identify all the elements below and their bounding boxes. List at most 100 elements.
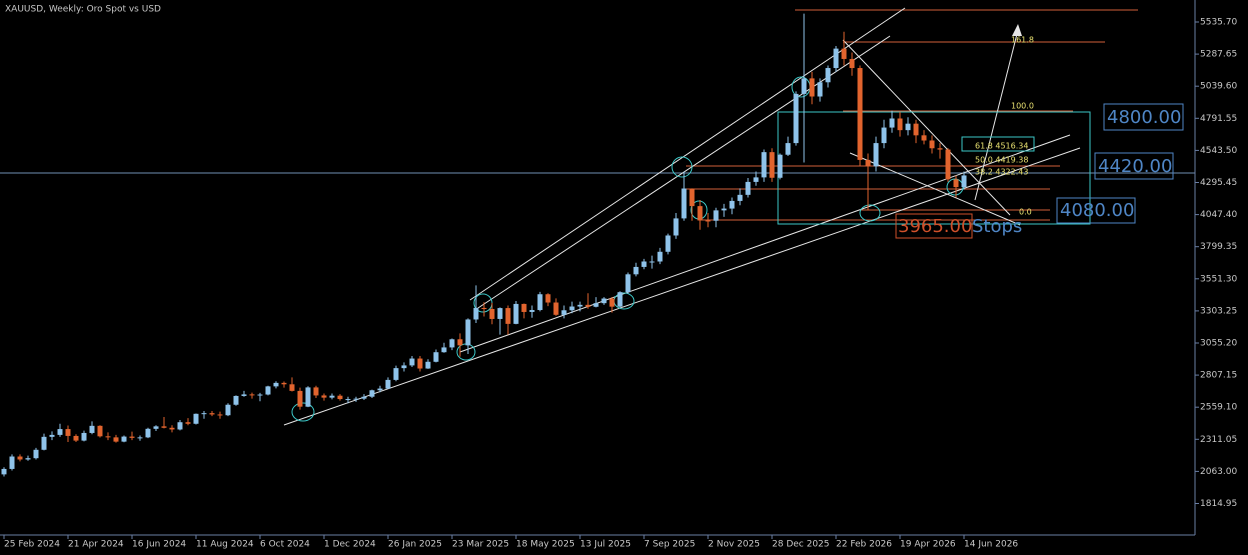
candle-body	[321, 395, 327, 398]
candle-body	[545, 294, 551, 303]
arrow	[974, 29, 1019, 201]
candle-body	[121, 436, 127, 442]
candle-body	[297, 390, 303, 407]
x-tick-label: 7 Sep 2025	[644, 540, 695, 550]
candle-body	[25, 458, 31, 460]
candle-body	[33, 449, 39, 459]
candle-body	[457, 339, 463, 346]
candle-body	[57, 429, 63, 435]
candle-body	[633, 266, 639, 275]
candle-body	[497, 308, 503, 319]
candle-body	[913, 123, 919, 136]
arrow-head	[1012, 24, 1022, 36]
level-label: 4080.00	[1060, 200, 1134, 221]
candle-body	[641, 261, 647, 267]
candle-body	[361, 396, 367, 399]
fib-label: 61.8 4516.34	[975, 142, 1028, 151]
level-label: 4420.00	[1098, 156, 1172, 177]
candle-body	[97, 425, 103, 437]
candle-body	[481, 307, 487, 309]
candle-body	[217, 414, 223, 416]
x-tick-label: 23 Mar 2025	[452, 540, 509, 550]
fib-label: 161.8	[1011, 36, 1034, 45]
circle	[859, 204, 881, 222]
candle-body	[561, 310, 567, 315]
candle-body	[81, 432, 87, 441]
candle-body	[785, 143, 791, 155]
candle-body	[713, 210, 719, 221]
x-tick-label: 14 Jun 2026	[964, 540, 1018, 550]
candle-body	[673, 218, 679, 236]
y-tick-label: 4295.45	[1200, 178, 1237, 188]
candle-body	[489, 308, 495, 319]
candle-body	[441, 347, 447, 353]
candle-body	[689, 188, 695, 207]
trendline	[842, 39, 1011, 216]
x-tick-label: 16 Jun 2024	[132, 540, 186, 550]
x-tick-label: 28 Dec 2025	[772, 540, 830, 550]
circle	[291, 402, 315, 422]
y-tick-label: 2807.15	[1200, 371, 1237, 381]
x-tick-label: 19 Apr 2026	[900, 540, 956, 550]
candle-body	[417, 358, 423, 369]
candle-body	[649, 261, 655, 263]
candle-body	[337, 395, 343, 400]
fib-box	[777, 111, 1091, 225]
fib-label: 50.0 4419.38	[975, 156, 1028, 165]
candles	[1, 13, 967, 477]
candle-body	[665, 235, 671, 252]
candle-body	[865, 159, 871, 167]
candle-body	[833, 48, 839, 69]
candle-body	[537, 294, 543, 311]
candle-body	[889, 118, 895, 128]
fib-label: 100.0	[1011, 102, 1034, 111]
candle-body	[601, 298, 607, 304]
candle-body	[401, 365, 407, 369]
candle-body	[425, 361, 431, 369]
level-box	[895, 213, 973, 239]
candle-body	[849, 58, 855, 69]
chart-title: XAUUSD, Weekly: Oro Spot vs USD	[5, 5, 161, 15]
y-tick-label: 3799.35	[1200, 242, 1237, 252]
candle-body	[249, 394, 255, 396]
candle-body	[945, 149, 951, 180]
candle-body	[937, 148, 943, 150]
y-tick-label: 5039.60	[1200, 82, 1237, 92]
y-tick-label: 5535.70	[1200, 17, 1237, 27]
x-tick-label: 13 Jul 2025	[580, 540, 631, 550]
y-tick-label: 3551.30	[1200, 274, 1237, 284]
x-tick-label: 6 Oct 2024	[260, 540, 310, 550]
candle-body	[705, 220, 711, 222]
candle-body	[145, 428, 151, 438]
candle-body	[625, 274, 631, 293]
candle-body	[105, 436, 111, 438]
x-tick-label: 18 May 2025	[516, 540, 575, 550]
y-tick-label: 4047.40	[1200, 210, 1237, 220]
fib-label: 0.0	[1019, 208, 1032, 217]
y-tick-label: 4543.50	[1200, 146, 1237, 156]
candle-body	[449, 339, 455, 348]
stops-label: Stops	[972, 216, 1022, 237]
level-label: 4800.00	[1107, 107, 1181, 128]
candle-body	[73, 435, 79, 441]
candle-body	[185, 422, 191, 424]
candle-body	[153, 426, 159, 429]
candle-body	[873, 143, 879, 167]
candle-body	[345, 399, 351, 401]
level-box	[1094, 152, 1174, 180]
candle-body	[897, 118, 903, 131]
x-tick-label: 25 Feb 2024	[4, 540, 60, 550]
y-tick-label: 4791.55	[1200, 114, 1237, 124]
candle-body	[905, 123, 911, 131]
candle-body	[17, 456, 23, 460]
candle-body	[281, 382, 287, 385]
candle-body	[753, 177, 759, 182]
x-tick-label: 11 Aug 2024	[196, 540, 254, 550]
candle-body	[225, 404, 231, 416]
x-tick-label: 2 Nov 2025	[708, 540, 760, 550]
candle-body	[841, 48, 847, 59]
candle-body	[817, 82, 823, 97]
candle-body	[89, 425, 95, 433]
